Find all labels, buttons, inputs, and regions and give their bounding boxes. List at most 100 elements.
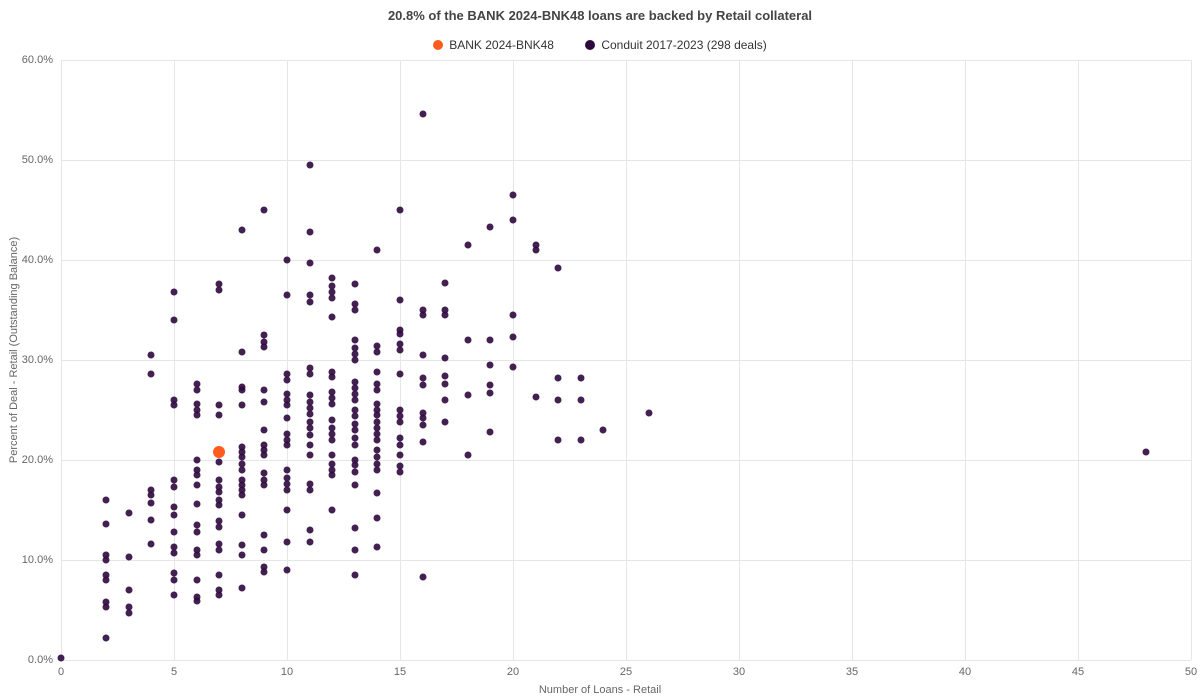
gridline-v [852,60,853,660]
data-point [329,369,336,376]
data-point [103,521,110,528]
data-point [306,527,313,534]
data-point [329,275,336,282]
data-point [351,427,358,434]
data-point [103,497,110,504]
x-tick-label: 45 [1072,660,1084,678]
data-point [216,518,223,525]
x-axis-label: Number of Loans - Retail [539,684,661,696]
data-point [58,655,65,662]
data-point [261,207,268,214]
data-point [442,280,449,287]
data-point [464,392,471,399]
data-point [171,570,178,577]
data-point [329,452,336,459]
x-tick-label: 35 [846,660,858,678]
data-point [306,405,313,412]
data-point [442,373,449,380]
data-point [193,577,200,584]
data-point [351,407,358,414]
data-point [306,299,313,306]
data-point [510,217,517,224]
data-point [1142,449,1149,456]
data-point [487,337,494,344]
plot-area: 0.0%10.0%20.0%30.0%40.0%50.0%60.0%051015… [60,60,1191,661]
data-point [306,442,313,449]
data-point [216,281,223,288]
data-point [374,381,381,388]
data-point [148,541,155,548]
data-point [306,481,313,488]
data-point [442,397,449,404]
data-point [351,442,358,449]
x-tick-label: 0 [58,660,64,678]
data-point [306,229,313,236]
data-point [238,349,245,356]
data-point [645,410,652,417]
data-point [487,429,494,436]
data-point [329,389,336,396]
data-point [374,431,381,438]
data-point [216,287,223,294]
data-point [351,435,358,442]
data-point [216,484,223,491]
y-tick-label: 50.0% [22,154,61,166]
data-point [284,481,291,488]
data-point [171,477,178,484]
x-tick-label: 10 [281,660,293,678]
data-point [103,552,110,559]
data-point [148,371,155,378]
data-point [329,507,336,514]
data-point [374,461,381,468]
data-point [148,487,155,494]
gridline-v [1078,60,1079,660]
data-point [171,550,178,557]
data-point [397,297,404,304]
data-point [351,301,358,308]
data-point [351,482,358,489]
data-point [351,469,358,476]
chart-legend: BANK 2024-BNK48 Conduit 2017-2023 (298 d… [0,38,1200,53]
x-tick-label: 40 [959,660,971,678]
y-tick-label: 30.0% [22,354,61,366]
data-point [397,327,404,334]
data-point [216,497,223,504]
legend-item-conduit: Conduit 2017-2023 (298 deals) [585,38,766,52]
data-point [238,512,245,519]
data-point [193,387,200,394]
data-point [171,484,178,491]
data-point [193,522,200,529]
data-point [374,387,381,394]
data-point [238,227,245,234]
data-point [374,437,381,444]
data-point [487,362,494,369]
data-point [216,547,223,554]
scatter-chart: 20.8% of the BANK 2024-BNK48 loans are b… [0,0,1200,700]
data-point [374,349,381,356]
data-point [148,517,155,524]
x-tick-label: 5 [171,660,177,678]
data-point [238,461,245,468]
data-point [532,242,539,249]
data-point [238,542,245,549]
data-point [284,467,291,474]
data-point [306,452,313,459]
data-point [103,599,110,606]
gridline-v [61,60,62,660]
data-point [238,552,245,559]
data-point [216,572,223,579]
data-point [351,547,358,554]
data-point [329,437,336,444]
data-point [193,457,200,464]
data-point [397,207,404,214]
data-point [374,343,381,350]
data-point [487,224,494,231]
data-point [510,192,517,199]
data-point [284,475,291,482]
data-point [577,375,584,382]
data-point [261,387,268,394]
x-tick-label: 30 [733,660,745,678]
data-point [397,435,404,442]
data-point [284,431,291,438]
data-point [374,425,381,432]
